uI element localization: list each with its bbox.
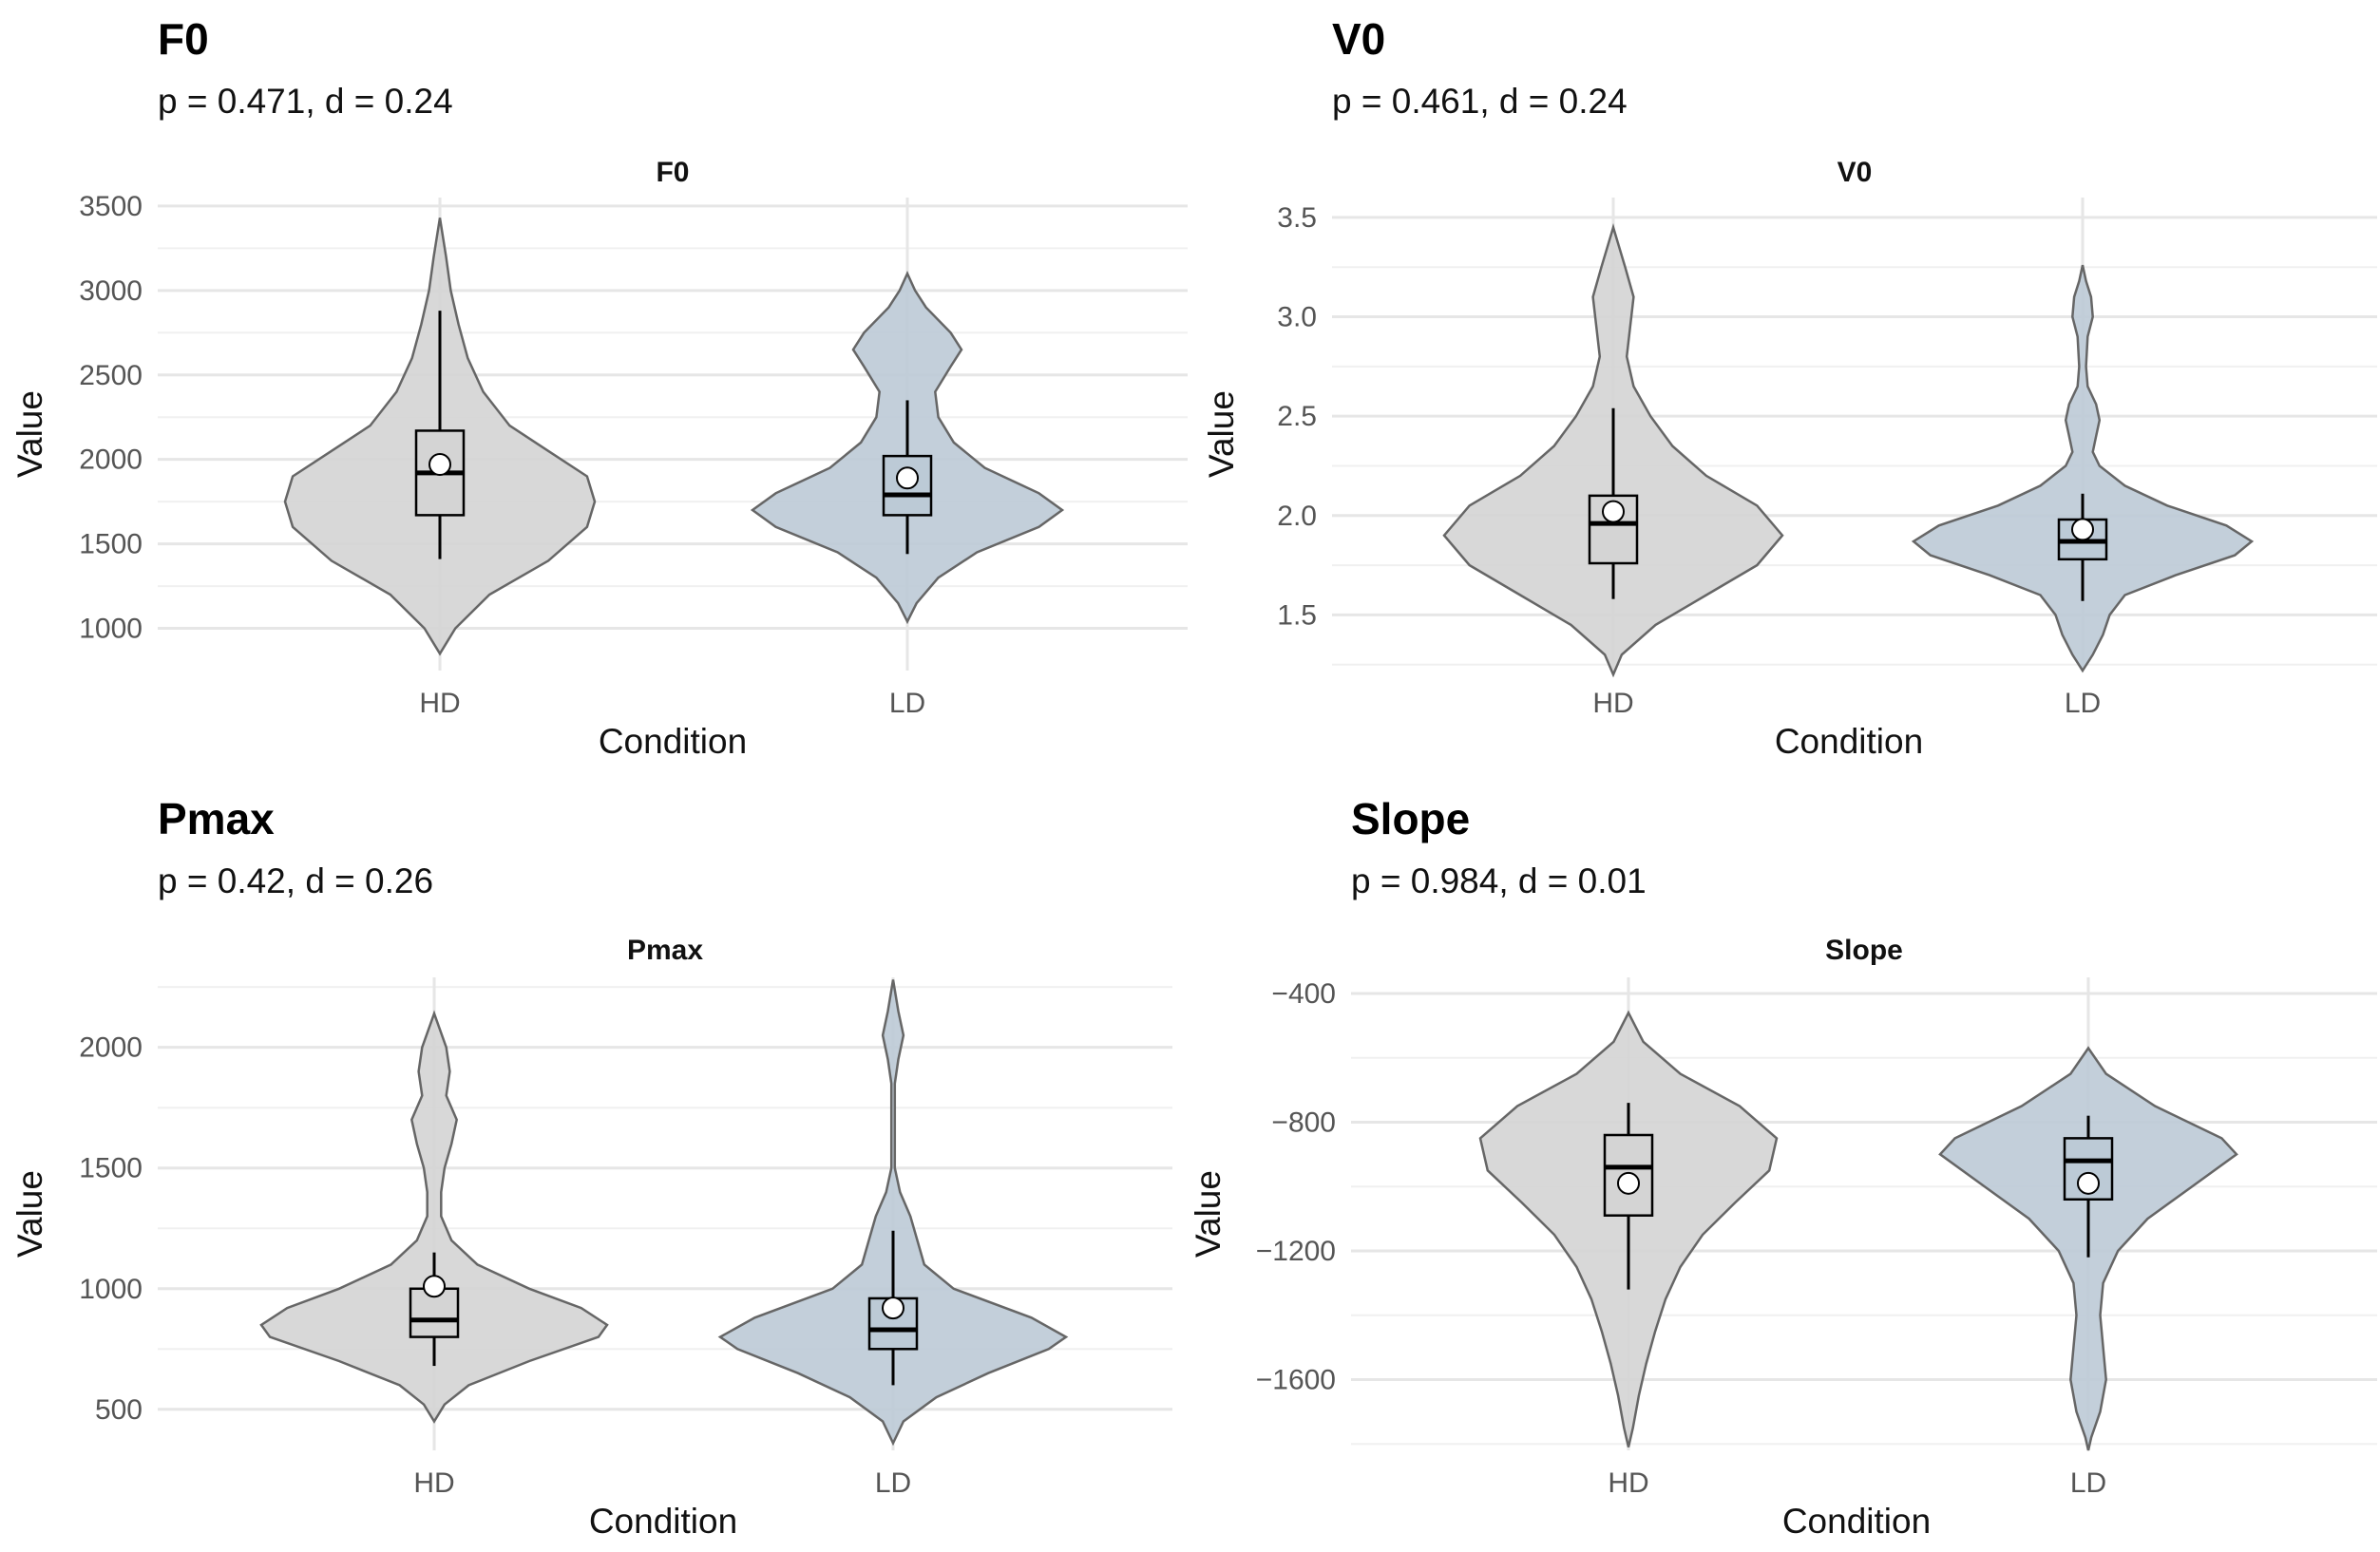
violin-ld [1911, 264, 2255, 673]
violin-plot-v0: 1.5 2.0 2.5 3.0 3.5 V0 HD LD Condition Value [1202, 157, 2377, 761]
y-tick-label: 2.0 [1277, 501, 1317, 532]
y-tick-label: 3500 [79, 191, 143, 222]
facet-strip-label: Pmax [627, 935, 703, 966]
facet-strip-label: Slope [1825, 935, 1903, 966]
mean-point [428, 453, 451, 477]
panel-title: F0 [158, 14, 209, 64]
mean-point [1617, 1171, 1640, 1195]
violin-ld [717, 979, 1069, 1447]
y-tick-label: 2500 [79, 360, 143, 391]
panel-title: V0 [1332, 14, 1386, 64]
y-tick-label: 2000 [79, 1032, 143, 1064]
mean-point [423, 1275, 446, 1298]
mean-point [896, 466, 919, 490]
y-axis-title: Value [10, 390, 49, 478]
x-axis-title: Condition [599, 722, 747, 761]
mean-point [2071, 518, 2094, 541]
y-tick-label: 2.5 [1277, 401, 1317, 432]
panel-slope: Slope p = 0.984, d = 0.01 −400 −800 −1200−… [1189, 776, 2380, 1552]
y-tick-label: −800 [1271, 1107, 1336, 1138]
panel-subtitle: p = 0.461, d = 0.24 [1332, 82, 1628, 121]
y-tick-label: −1200 [1256, 1236, 1336, 1267]
panel-v0: V0 p = 0.461, d = 0.24 1.5 2.0 2.5 3.0 3.5 V0… [1190, 0, 2380, 776]
x-axis-title: Condition [589, 1502, 737, 1541]
y-tick-label: −1600 [1256, 1364, 1336, 1395]
y-tick-label: 1000 [79, 1274, 143, 1305]
x-tick-label: HD [1592, 688, 1633, 719]
violin-plot-f0: 1000 1500 2000 2500 3000 3500 F0 HD LD Condition V… [10, 157, 1188, 761]
panel-title: Pmax [158, 794, 275, 843]
y-tick-label: 3000 [79, 275, 143, 307]
x-tick-label: LD [889, 688, 925, 719]
panel-subtitle: p = 0.42, d = 0.26 [158, 861, 434, 900]
y-tick-label: 1500 [79, 1153, 143, 1184]
mean-point [882, 1296, 904, 1320]
y-tick-label: 500 [95, 1394, 143, 1426]
y-axis-title: Value [1189, 1170, 1228, 1258]
violin-hd [259, 1010, 609, 1424]
panel-f0: F0 p = 0.471, d = 0.24 1000 1500 2000 2500 3… [0, 0, 1190, 776]
y-tick-label: 2000 [79, 445, 143, 476]
y-tick-label: −400 [1271, 978, 1336, 1010]
y-tick-label: 1.5 [1277, 599, 1317, 631]
y-tick-label: 3.0 [1277, 302, 1317, 333]
y-axis-title: Value [10, 1170, 49, 1258]
mean-point [1602, 500, 1625, 523]
x-tick-label: LD [875, 1467, 911, 1499]
x-axis-title: Condition [1782, 1502, 1931, 1541]
y-tick-label: 1000 [79, 614, 143, 645]
panel-pmax: Pmax p = 0.42, d = 0.26 500 1000 1500 2000 P… [0, 776, 1190, 1552]
panel-title: Slope [1351, 794, 1471, 843]
mean-point [2077, 1171, 2100, 1195]
y-tick-label: 3.5 [1277, 202, 1317, 234]
x-tick-label: HD [419, 688, 460, 719]
x-tick-label: HD [1608, 1467, 1648, 1499]
x-tick-label: LD [2065, 688, 2101, 719]
box-ld [2063, 1137, 2114, 1202]
facet-strip-label: F0 [656, 157, 689, 188]
x-tick-label: LD [2070, 1467, 2106, 1499]
x-axis-title: Condition [1775, 722, 1923, 761]
panel-subtitle: p = 0.471, d = 0.24 [158, 82, 453, 121]
violin-plot-pmax: 500 1000 1500 2000 Pmax HD LD Condition Value [10, 935, 1172, 1541]
panel-subtitle: p = 0.984, d = 0.01 [1351, 861, 1647, 900]
facet-strip-label: V0 [1837, 157, 1873, 188]
x-tick-label: HD [413, 1467, 454, 1499]
violin-plot-slope: −400 −800 −1200 −1600 Slope HD LD Condition Valu… [1189, 935, 2377, 1541]
y-tick-label: 1500 [79, 529, 143, 560]
y-axis-title: Value [1202, 390, 1241, 478]
